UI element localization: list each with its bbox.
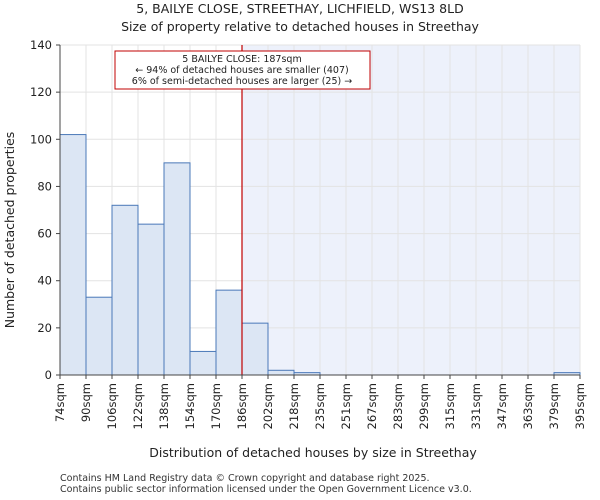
x-tick-label: 315sqm [443, 383, 457, 429]
footer-credit-2: Contains public sector information licen… [60, 484, 472, 495]
y-tick-label: 60 [37, 227, 52, 241]
x-tick-label: 251sqm [339, 383, 353, 429]
x-axis-label: Distribution of detached houses by size … [149, 445, 477, 460]
histogram-bar [111, 204, 139, 376]
x-tick-label: 90sqm [79, 383, 93, 422]
y-tick-label: 20 [37, 321, 52, 335]
histogram-bar [189, 350, 217, 376]
y-tick-label: 100 [30, 132, 52, 146]
histogram-bar [59, 134, 87, 376]
x-tick-label: 154sqm [183, 383, 197, 429]
y-tick-label: 40 [37, 274, 52, 288]
histogram-bar [85, 296, 113, 376]
x-tick-label: 186sqm [235, 383, 249, 429]
annotation-line-2: ← 94% of detached houses are smaller (40… [135, 65, 348, 76]
x-tick-label: 235sqm [313, 383, 327, 429]
histogram-bar [241, 322, 269, 376]
larger-region-shade [242, 45, 580, 375]
y-tick-label: 80 [37, 179, 52, 193]
x-tick-label: 74sqm [53, 383, 67, 422]
x-tick-label: 267sqm [365, 383, 379, 429]
x-tick-label: 170sqm [209, 383, 223, 429]
x-tick-label: 138sqm [157, 383, 171, 429]
annotation-line-3: 6% of semi-detached houses are larger (2… [132, 76, 352, 87]
y-tick-labels: 0 20 40 60 80 100 120 140 [30, 38, 60, 382]
y-tick-label: 140 [30, 38, 52, 52]
histogram-bar [267, 369, 295, 376]
chart-title: 5, BAILYE CLOSE, STREETHAY, LICHFIELD, W… [136, 1, 463, 16]
y-axis-label: Number of detached properties [2, 132, 17, 329]
chart-subtitle: Size of property relative to detached ho… [121, 19, 479, 34]
x-tick-label: 363sqm [521, 383, 535, 429]
y-tick-label: 120 [30, 85, 52, 99]
annotation-box: 5 BAILYE CLOSE: 187sqm ← 94% of detached… [114, 50, 371, 90]
x-tick-label: 283sqm [391, 383, 405, 429]
annotation-line-1: 5 BAILYE CLOSE: 187sqm [182, 54, 301, 65]
x-tick-label: 122sqm [131, 383, 145, 429]
histogram-bar [163, 162, 191, 376]
x-tick-label: 331sqm [469, 383, 483, 429]
footer-credit-1: Contains HM Land Registry data © Crown c… [60, 473, 430, 484]
y-tick-label: 0 [45, 368, 52, 382]
x-tick-label: 218sqm [287, 383, 301, 429]
bars [59, 134, 581, 376]
x-tick-label: 202sqm [261, 383, 275, 429]
x-tick-label: 395sqm [573, 383, 587, 429]
x-tick-label: 299sqm [417, 383, 431, 429]
x-tick-label: 106sqm [105, 383, 119, 429]
x-tick-labels: 74sqm 90sqm 106sqm 122sqm 138sqm 154sqm 170sqm… [53, 375, 587, 429]
x-tick-label: 379sqm [547, 383, 561, 429]
histogram-bar [137, 223, 165, 376]
x-tick-label: 347sqm [495, 383, 509, 429]
histogram-bar [215, 289, 243, 376]
